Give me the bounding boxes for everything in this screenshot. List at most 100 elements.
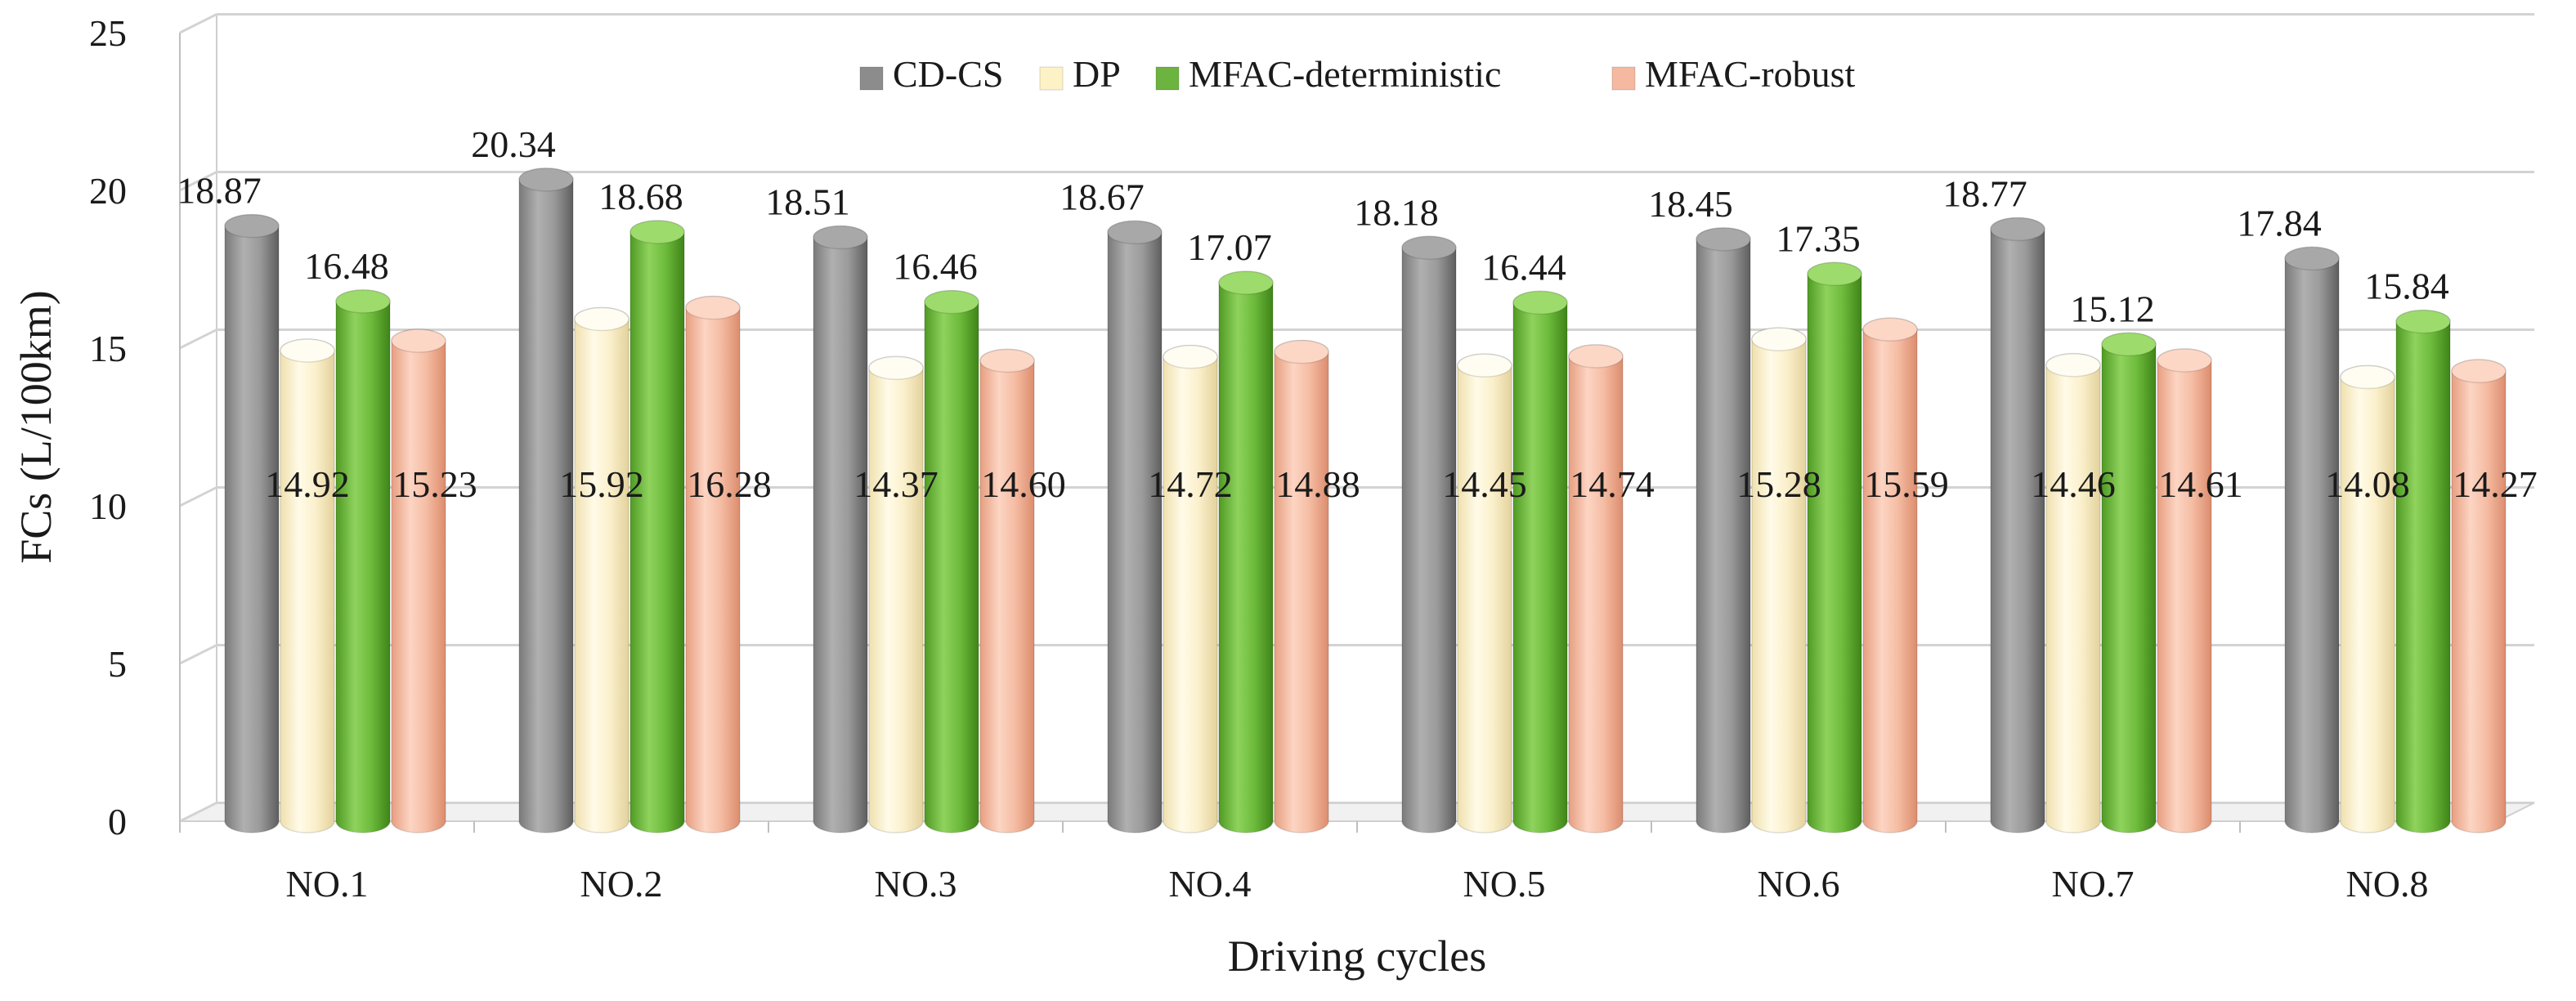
- bar-cap: [1163, 345, 1218, 369]
- bar-mfac-deterministic-no3: [924, 289, 979, 833]
- data-label: 16.44: [1481, 246, 1566, 288]
- bar-cap: [1457, 353, 1512, 378]
- bar-body: [813, 225, 868, 833]
- bar-dp-no6: [1751, 327, 1807, 833]
- y-tick-label: 15: [89, 328, 127, 369]
- bar-cd-cs-no7: [1990, 217, 2045, 833]
- bar-body: [2395, 309, 2451, 833]
- y-tick-label: 20: [89, 170, 127, 212]
- bar-cd-cs-no6: [1696, 227, 1751, 833]
- bar-cap: [2045, 353, 2101, 378]
- data-label: 17.07: [1187, 226, 1272, 268]
- bar-body: [1457, 353, 1512, 833]
- bar-body: [2284, 246, 2340, 833]
- bar-cap: [2395, 309, 2451, 334]
- bar-body: [2451, 359, 2507, 833]
- gridline-diagonal: [179, 13, 217, 34]
- bar-body: [1990, 217, 2045, 833]
- bar-mfac-robust-no7: [2157, 348, 2212, 833]
- bar-mfac-deterministic-no6: [1807, 261, 1862, 833]
- bar-cap: [1751, 327, 1807, 351]
- y-tick-label: 10: [89, 485, 127, 527]
- data-label: 14.61: [2158, 463, 2243, 505]
- x-axis-title: Driving cycles: [1228, 932, 1486, 981]
- bar-cap: [518, 168, 574, 192]
- data-label: 14.08: [2325, 463, 2410, 505]
- bar-mfac-robust-no5: [1568, 344, 1624, 833]
- data-label: 18.51: [765, 181, 850, 223]
- data-label: 14.72: [1148, 463, 1233, 505]
- bar-cap: [868, 355, 924, 381]
- bar-cap: [1512, 290, 1568, 315]
- bar-cd-cs-no1: [224, 213, 280, 833]
- bar-body: [629, 220, 685, 833]
- bar-mfac-robust-no6: [1862, 317, 1918, 833]
- bar-cap: [2157, 348, 2212, 373]
- bar-body: [1512, 290, 1568, 833]
- bar-dp-no1: [280, 338, 335, 833]
- y-tick-label: 0: [108, 801, 127, 842]
- legend-item-mfac-deterministic: MFAC-deterministic: [1155, 53, 1501, 95]
- gridline-diagonal: [179, 171, 217, 192]
- data-label: 18.45: [1648, 183, 1733, 225]
- data-label: 15.59: [1864, 463, 1949, 505]
- bar-body: [391, 328, 446, 833]
- bar-body: [1107, 220, 1163, 833]
- bar-cap: [2284, 246, 2340, 271]
- bar-body: [924, 289, 979, 833]
- bar-cap: [2340, 364, 2395, 390]
- bar-body: [1696, 227, 1751, 833]
- bar-body: [2157, 348, 2212, 833]
- bar-body: [1568, 344, 1624, 833]
- data-label: 15.28: [1736, 463, 1821, 505]
- bar-mfac-robust-no8: [2451, 359, 2507, 833]
- y-tick-label: 25: [89, 12, 127, 54]
- legend: CD-CS DP MFAC-deterministic MFAC-robust: [859, 53, 1856, 95]
- bar-cap: [813, 225, 868, 250]
- legend-swatch: [859, 66, 884, 91]
- bar-cap: [1107, 220, 1163, 245]
- bar-cap: [979, 348, 1035, 373]
- data-label: 14.45: [1442, 463, 1527, 505]
- x-tick-label: NO.7: [2052, 863, 2135, 905]
- bar-mfac-robust-no4: [1274, 339, 1329, 833]
- bar-mfac-deterministic-no2: [629, 220, 685, 833]
- bar-cap: [1862, 317, 1918, 342]
- bar-cap: [1274, 339, 1329, 364]
- bar-cd-cs-no3: [813, 225, 868, 833]
- legend-label: DP: [1073, 53, 1121, 95]
- data-label: 15.84: [2364, 266, 2449, 307]
- x-tick-label: NO.2: [580, 863, 663, 905]
- legend-swatch: [1155, 66, 1180, 91]
- bar-body: [1163, 345, 1218, 833]
- bar-cap: [924, 289, 979, 315]
- data-label: 14.27: [2453, 463, 2538, 505]
- bar-body: [1274, 339, 1329, 833]
- data-label: 15.23: [392, 463, 477, 505]
- data-label: 18.77: [1942, 172, 2027, 214]
- bar-body: [868, 355, 924, 833]
- bar-cd-cs-no2: [518, 168, 574, 833]
- bar-mfac-deterministic-no4: [1218, 270, 1274, 833]
- bar-dp-no5: [1457, 353, 1512, 833]
- bar-body: [335, 289, 391, 833]
- data-label: 18.68: [598, 176, 683, 217]
- bar-body: [1401, 235, 1457, 833]
- bar-cd-cs-no8: [2284, 246, 2340, 833]
- bar-cap: [1568, 344, 1624, 369]
- bar-body: [224, 213, 280, 833]
- bar-cap: [280, 338, 335, 363]
- bar-dp-no3: [868, 355, 924, 833]
- bar-mfac-deterministic-no5: [1512, 290, 1568, 833]
- bar-body: [574, 306, 629, 833]
- data-label: 18.18: [1354, 191, 1439, 233]
- data-label: 20.34: [471, 123, 556, 165]
- data-label: 15.92: [559, 463, 644, 505]
- bar-dp-no8: [2340, 364, 2395, 833]
- bar-mfac-deterministic-no7: [2101, 332, 2157, 833]
- bar-cap: [391, 328, 446, 353]
- legend-item-cd-cs: CD-CS: [859, 53, 1003, 95]
- gridline-diagonal: [179, 328, 217, 350]
- bar-layer: [224, 168, 2507, 833]
